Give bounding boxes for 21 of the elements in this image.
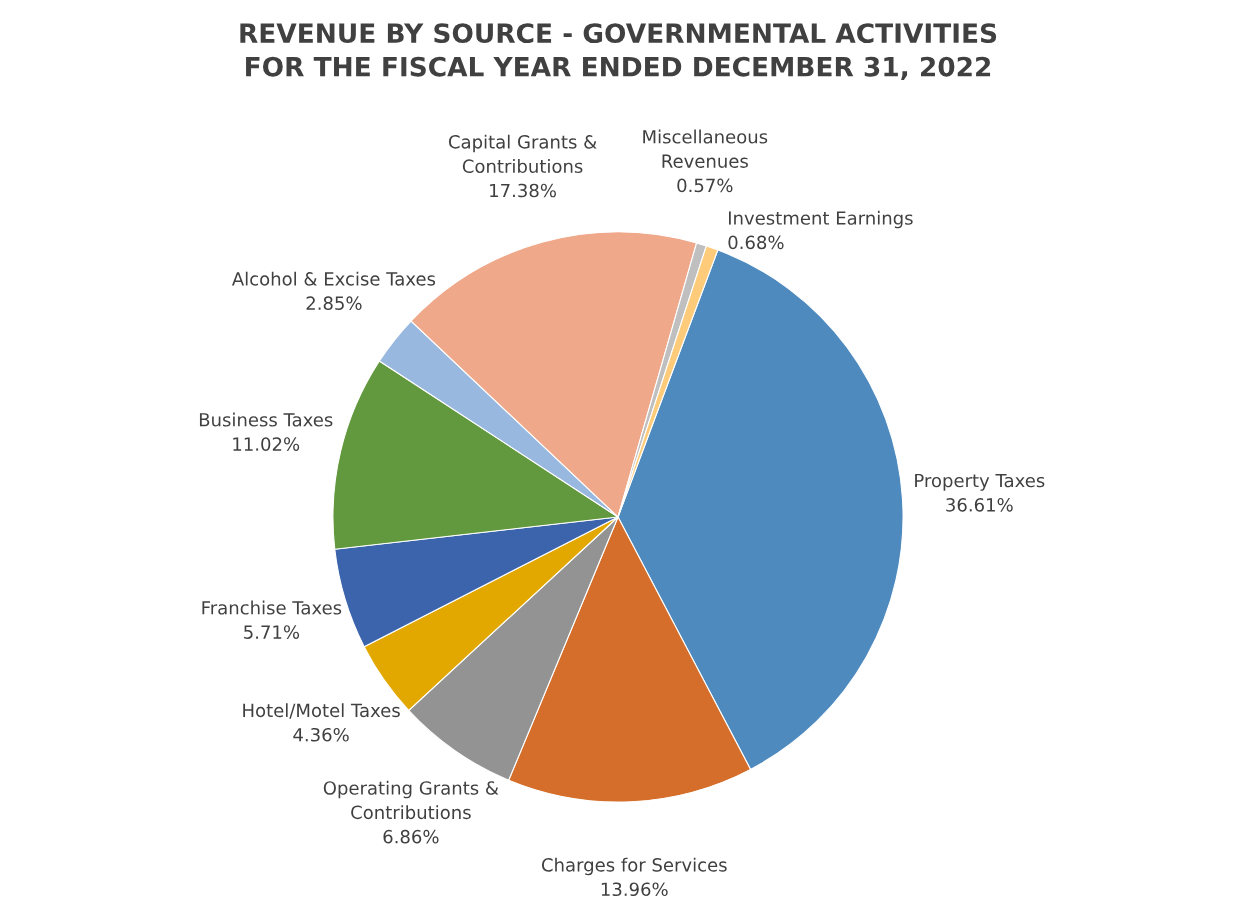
data-label: 6.86% <box>383 829 439 844</box>
data-label: 5.71% <box>244 625 300 639</box>
slice-label: Capital Grants & Contributions <box>448 134 597 174</box>
data-label: 0.57% <box>677 178 733 193</box>
slice-label: Property Taxes <box>915 473 1045 491</box>
slice-label: Hotel/Motel Taxes <box>243 703 400 719</box>
data-label: 4.36% <box>293 727 349 742</box>
slice-label: Business Taxes <box>199 412 333 427</box>
slice-label: Miscellaneous Revenues <box>643 129 768 168</box>
data-label: 11.02% <box>233 437 300 451</box>
slice-label: Investment Earnings <box>728 210 913 229</box>
data-label: 36.61% <box>946 497 1013 512</box>
slice-label: Charges for Services <box>541 857 727 876</box>
slice-label: Alcohol & Excise Taxes <box>231 271 436 286</box>
data-label: 0.68% <box>728 235 784 250</box>
slice-label: Franchise Taxes <box>202 600 342 615</box>
slice-label: Operating Grants & Contributions <box>323 780 499 820</box>
chart-title: REVENUE BY SOURCE - GOVERNMENTAL ACTIVITIES FOR THE FISCAL YEAR ENDED DECEMBER 31, 2022 <box>240 23 997 81</box>
data-label: 17.38% <box>490 183 556 198</box>
data-label: 2.85% <box>306 296 362 311</box>
data-label: 13.96% <box>601 882 668 897</box>
